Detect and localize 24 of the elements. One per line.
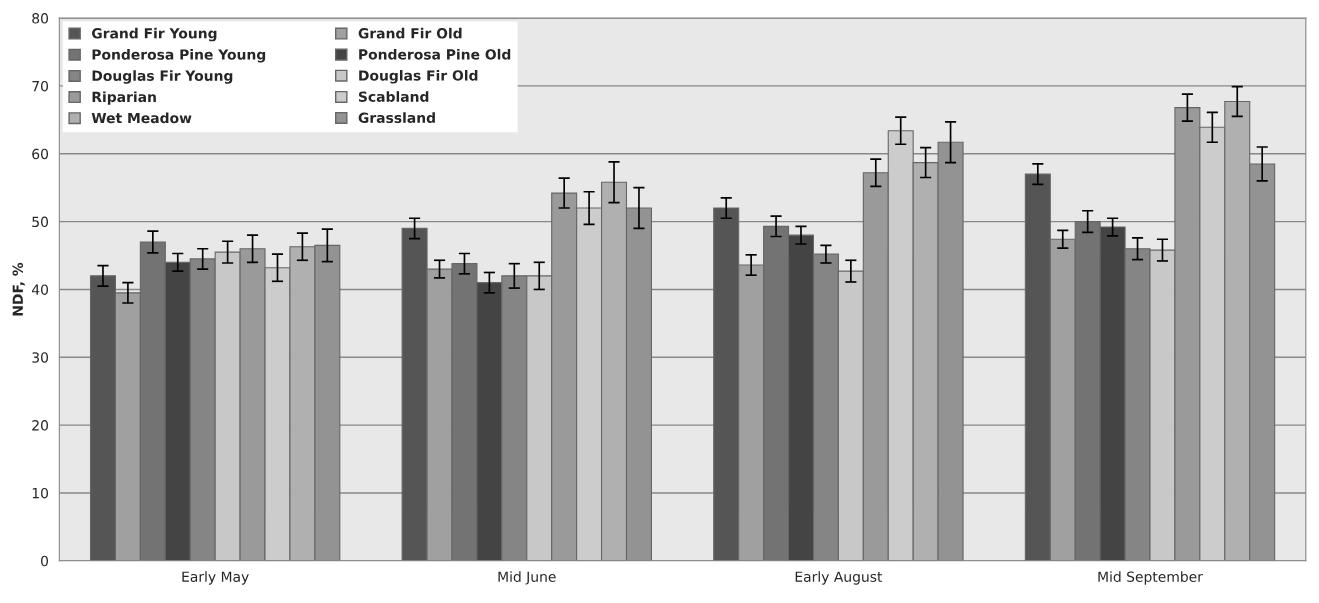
legend-label: Wet Meadow: [91, 112, 192, 124]
y-tick-label: 70: [32, 80, 49, 92]
legend-label: Grassland: [358, 112, 435, 123]
legend-label: Riparian: [92, 91, 156, 105]
y-tick-label: 30: [32, 352, 49, 363]
y-tick-label: 80: [32, 13, 49, 24]
x-tick-label: Mid September: [1098, 571, 1203, 585]
y-tick-label: 40: [31, 284, 49, 295]
legend-label: Douglas Fir Young: [92, 70, 233, 84]
legend-label: Grand Fir Young: [91, 27, 217, 42]
legend-label: Scabland: [358, 91, 429, 102]
legend-label: Douglas Fir Old: [359, 69, 478, 84]
y-tick-label: 10: [32, 487, 49, 499]
y-tick-label: 20: [32, 420, 49, 431]
x-tick-label: Early August: [795, 571, 883, 585]
x-tick-label: Mid June: [498, 571, 556, 585]
legend-label: Ponderosa Pine Old: [359, 48, 511, 60]
legend-label: Grand Fir Old: [358, 27, 462, 39]
y-tick-label: 60: [32, 148, 49, 160]
y-axis-title: NDF, %: [12, 262, 25, 316]
legend-label: Ponderosa Pine Young: [92, 49, 266, 63]
y-tick-label: 50: [32, 216, 49, 228]
x-tick-label: Early May: [182, 571, 249, 585]
y-tick-label: 0: [41, 555, 49, 567]
